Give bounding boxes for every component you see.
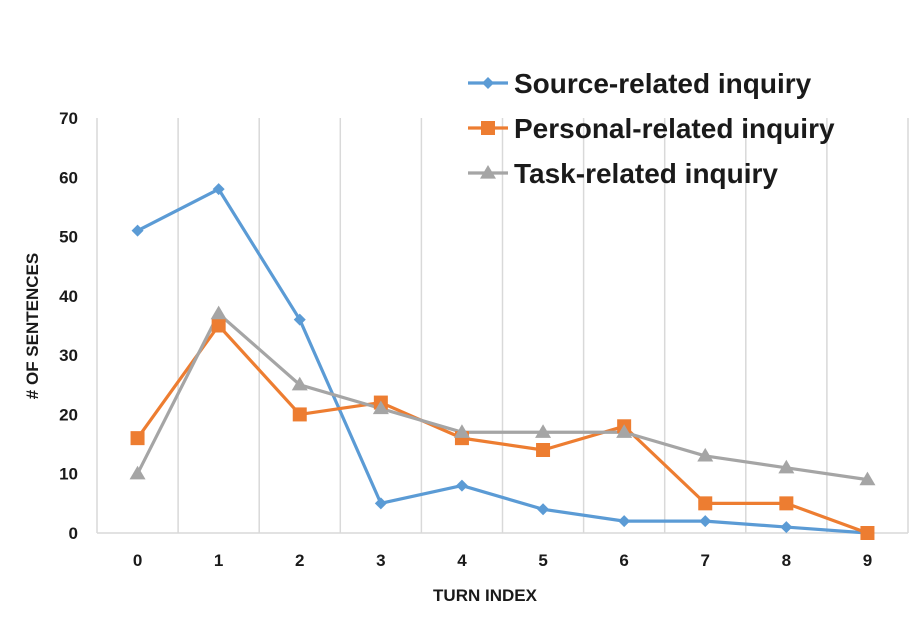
legend-marker-source-related-inquiry <box>482 77 494 89</box>
data-point-personal-related-inquiry <box>536 443 551 457</box>
x-tick-label: 6 <box>619 551 628 570</box>
legend: Source-related inquiry Personal-related i… <box>468 68 835 189</box>
series-line-source-related-inquiry <box>136 187 868 535</box>
data-point-personal-related-inquiry <box>211 318 226 333</box>
data-point-source-related-inquiry <box>780 521 793 534</box>
legend-label-task-related-inquiry: Task-related inquiry <box>514 158 778 189</box>
data-point-task-related-inquiry <box>291 376 308 391</box>
data-point-task-related-inquiry <box>859 471 876 486</box>
data-point-task-related-inquiry <box>778 459 795 474</box>
x-tick-label: 0 <box>133 551 142 570</box>
series-line-personal-related-inquiry <box>136 323 868 535</box>
data-point-task-related-inquiry <box>453 424 470 438</box>
data-point-source-related-inquiry <box>455 479 468 492</box>
y-tick-label: 0 <box>69 524 78 543</box>
data-point-source-related-inquiry <box>212 183 225 196</box>
data-point-source-related-inquiry <box>374 497 387 510</box>
data-point-task-related-inquiry <box>372 400 389 415</box>
tick-labels: 0 10 20 30 40 50 60 70 0 1 2 3 4 5 6 7 8 9 <box>59 109 872 570</box>
data-point-task-related-inquiry <box>697 447 714 462</box>
axes <box>96 118 908 534</box>
data-point-personal-related-inquiry <box>292 407 307 422</box>
series-lines <box>136 187 868 535</box>
y-tick-label: 70 <box>59 109 78 128</box>
y-tick-label: 50 <box>59 228 78 247</box>
y-tick-label: 30 <box>59 346 78 365</box>
x-tick-label: 1 <box>214 551 223 570</box>
y-tick-label: 40 <box>59 287 78 306</box>
series-line-task-related-inquiry <box>136 312 868 482</box>
data-point-task-related-inquiry <box>616 424 633 438</box>
data-point-personal-related-inquiry <box>860 526 875 540</box>
data-point-source-related-inquiry <box>699 515 712 528</box>
y-tick-label: 20 <box>59 405 78 424</box>
x-tick-label: 3 <box>376 551 385 570</box>
data-point-task-related-inquiry <box>535 424 552 438</box>
data-point-source-related-inquiry <box>618 515 631 528</box>
x-tick-label: 4 <box>457 551 467 570</box>
legend-marker-task-related-inquiry <box>480 165 496 179</box>
y-tick-label: 60 <box>59 168 78 187</box>
data-point-personal-related-inquiry <box>779 496 794 511</box>
x-tick-label: 7 <box>701 551 710 570</box>
series-markers <box>129 183 876 540</box>
data-point-personal-related-inquiry <box>698 496 713 511</box>
legend-marker-personal-related-inquiry <box>481 121 495 135</box>
x-tick-label: 5 <box>538 551 547 570</box>
data-point-source-related-inquiry <box>131 224 144 237</box>
grid-lines <box>177 118 909 533</box>
y-tick-label: 10 <box>59 465 78 484</box>
data-point-source-related-inquiry <box>293 313 306 326</box>
data-point-task-related-inquiry <box>129 465 146 480</box>
data-point-task-related-inquiry <box>210 305 227 320</box>
x-axis-title: TURN INDEX <box>433 586 538 605</box>
data-point-source-related-inquiry <box>537 503 550 516</box>
legend-label-personal-related-inquiry: Personal-related inquiry <box>514 113 835 144</box>
x-tick-label: 2 <box>295 551 304 570</box>
data-point-personal-related-inquiry <box>130 431 145 446</box>
legend-label-source-related-inquiry: Source-related inquiry <box>514 68 812 99</box>
y-axis-title: # OF SENTENCES <box>23 253 42 399</box>
x-tick-label: 8 <box>782 551 791 570</box>
x-tick-label: 9 <box>863 551 872 570</box>
